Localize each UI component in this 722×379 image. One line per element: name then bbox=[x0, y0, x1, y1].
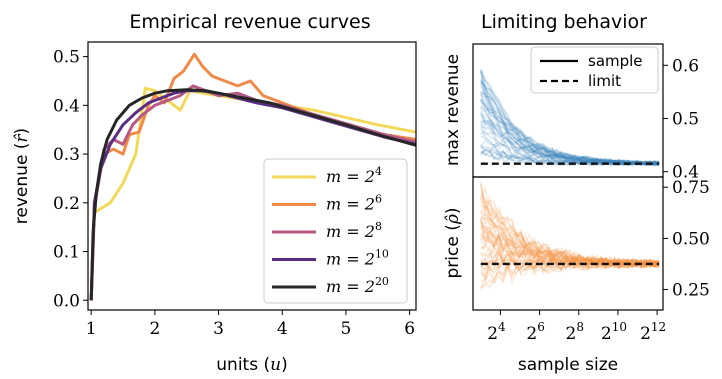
legend-entry: m = 28 bbox=[326, 220, 382, 241]
y-tick-label: 0.75 bbox=[672, 178, 710, 198]
left-y-axis-label: revenue (r̂) bbox=[12, 128, 32, 224]
left-series-layer bbox=[89, 52, 417, 301]
sample-curve bbox=[480, 256, 660, 280]
sample-curve bbox=[480, 200, 660, 267]
x-tick-label: 24 bbox=[487, 320, 506, 344]
right-top-y-ticks: 0.4 0.5 0.6 bbox=[663, 56, 699, 183]
sample-curve bbox=[480, 82, 660, 166]
sample-curve bbox=[480, 114, 660, 165]
legend-entry: limit bbox=[588, 72, 621, 90]
sample-curve bbox=[480, 204, 660, 268]
x-tick-label: 1 bbox=[86, 319, 97, 339]
right-bottom-plot-frame bbox=[472, 176, 664, 311]
y-tick-label: 0.2 bbox=[53, 194, 80, 214]
y-tick-label: 0.6 bbox=[672, 56, 699, 76]
legend-entry: sample bbox=[588, 52, 643, 70]
x-tick-label: 6 bbox=[404, 319, 415, 339]
legend-entry: m = 26 bbox=[326, 193, 382, 214]
sample-curve bbox=[480, 125, 660, 166]
x-tick-label: 212 bbox=[640, 320, 666, 344]
sample-curve bbox=[480, 99, 660, 166]
right-bottom-y-ticks: 0.25 0.50 0.75 bbox=[663, 178, 710, 301]
sample-curve bbox=[480, 258, 660, 283]
sample-curve bbox=[480, 91, 660, 165]
y-tick-label: 0.1 bbox=[53, 243, 80, 263]
y-tick-label: 0.4 bbox=[53, 96, 80, 116]
sample-curve bbox=[480, 218, 660, 269]
left-chart-title: Empirical revenue curves bbox=[129, 11, 370, 33]
sample-curve bbox=[480, 182, 660, 266]
y-tick-label: 0.0 bbox=[53, 291, 80, 311]
x-tick-label: 26 bbox=[526, 320, 544, 344]
right-top-y-axis-label: max revenue bbox=[443, 54, 463, 166]
right-chart-title: Limiting behavior bbox=[481, 11, 647, 33]
sample-curve bbox=[480, 82, 660, 166]
legend-entry: m = 220 bbox=[326, 275, 389, 296]
left-x-ticks: 1 2 3 4 5 6 bbox=[86, 310, 415, 339]
sample-curve bbox=[480, 85, 660, 167]
y-tick-label: 0.50 bbox=[672, 229, 710, 249]
sample-curve bbox=[480, 259, 660, 285]
y-tick-label: 0.3 bbox=[53, 145, 80, 165]
sample-curve bbox=[480, 197, 660, 267]
right-legend: sample limit bbox=[530, 46, 659, 94]
sample-curve bbox=[480, 185, 660, 267]
sample-curve bbox=[480, 91, 660, 166]
right-bottom-series-layer bbox=[480, 182, 660, 290]
sample-curve bbox=[480, 130, 660, 166]
right-x-ticks: 24 26 28 210 212 bbox=[487, 310, 666, 344]
y-tick-label: 0.5 bbox=[53, 48, 80, 68]
sample-curve bbox=[480, 70, 660, 166]
legend-entry: m = 210 bbox=[326, 248, 389, 269]
y-tick-label: 0.5 bbox=[672, 109, 699, 129]
left-x-axis-label: units (u) bbox=[216, 355, 287, 375]
left-y-ticks: 0.0 0.1 0.2 0.3 0.4 0.5 bbox=[53, 48, 88, 311]
x-tick-label: 3 bbox=[213, 319, 224, 339]
left-legend-box bbox=[263, 158, 408, 304]
right-chart: Limiting behavior 0.4 0.5 0.6 0.25 0.50 0.75… bbox=[443, 11, 710, 375]
right-bottom-y-axis-label: price (ρ̂) bbox=[443, 208, 463, 279]
sample-curve bbox=[480, 205, 660, 269]
sample-curve bbox=[480, 119, 660, 166]
left-chart: Empirical revenue curves 0.0 0.1 0.2 0.3 0.4… bbox=[12, 11, 417, 375]
right-top-series-layer bbox=[480, 68, 660, 167]
y-tick-label: 0.4 bbox=[672, 163, 699, 183]
right-x-axis-label: sample size bbox=[518, 355, 618, 375]
sample-curve bbox=[480, 256, 660, 275]
sample-curve bbox=[480, 258, 660, 288]
sample-curve bbox=[480, 71, 660, 165]
x-tick-label: 4 bbox=[277, 319, 288, 339]
left-legend: m = 24 m = 26 m = 28 m = 210 m = 220 bbox=[263, 158, 408, 304]
sample-curve bbox=[480, 183, 660, 267]
sample-curve bbox=[480, 197, 660, 268]
sample-curve bbox=[480, 236, 660, 268]
legend-entry: m = 24 bbox=[326, 165, 382, 186]
x-tick-label: 2 bbox=[149, 319, 160, 339]
left-plot-frame bbox=[87, 41, 417, 311]
sample-curve bbox=[480, 258, 660, 277]
series-line-0 bbox=[89, 86, 417, 301]
sample-curve bbox=[480, 191, 660, 268]
sample-curve bbox=[480, 194, 660, 268]
y-tick-label: 0.25 bbox=[672, 281, 710, 301]
series-line-4 bbox=[89, 88, 417, 301]
x-tick-label: 210 bbox=[601, 320, 627, 344]
sample-curve bbox=[480, 68, 660, 166]
sample-curve bbox=[480, 222, 660, 269]
sample-curve bbox=[480, 185, 660, 268]
sample-curve bbox=[480, 81, 660, 166]
x-tick-label: 28 bbox=[566, 320, 584, 344]
x-tick-label: 5 bbox=[341, 319, 352, 339]
